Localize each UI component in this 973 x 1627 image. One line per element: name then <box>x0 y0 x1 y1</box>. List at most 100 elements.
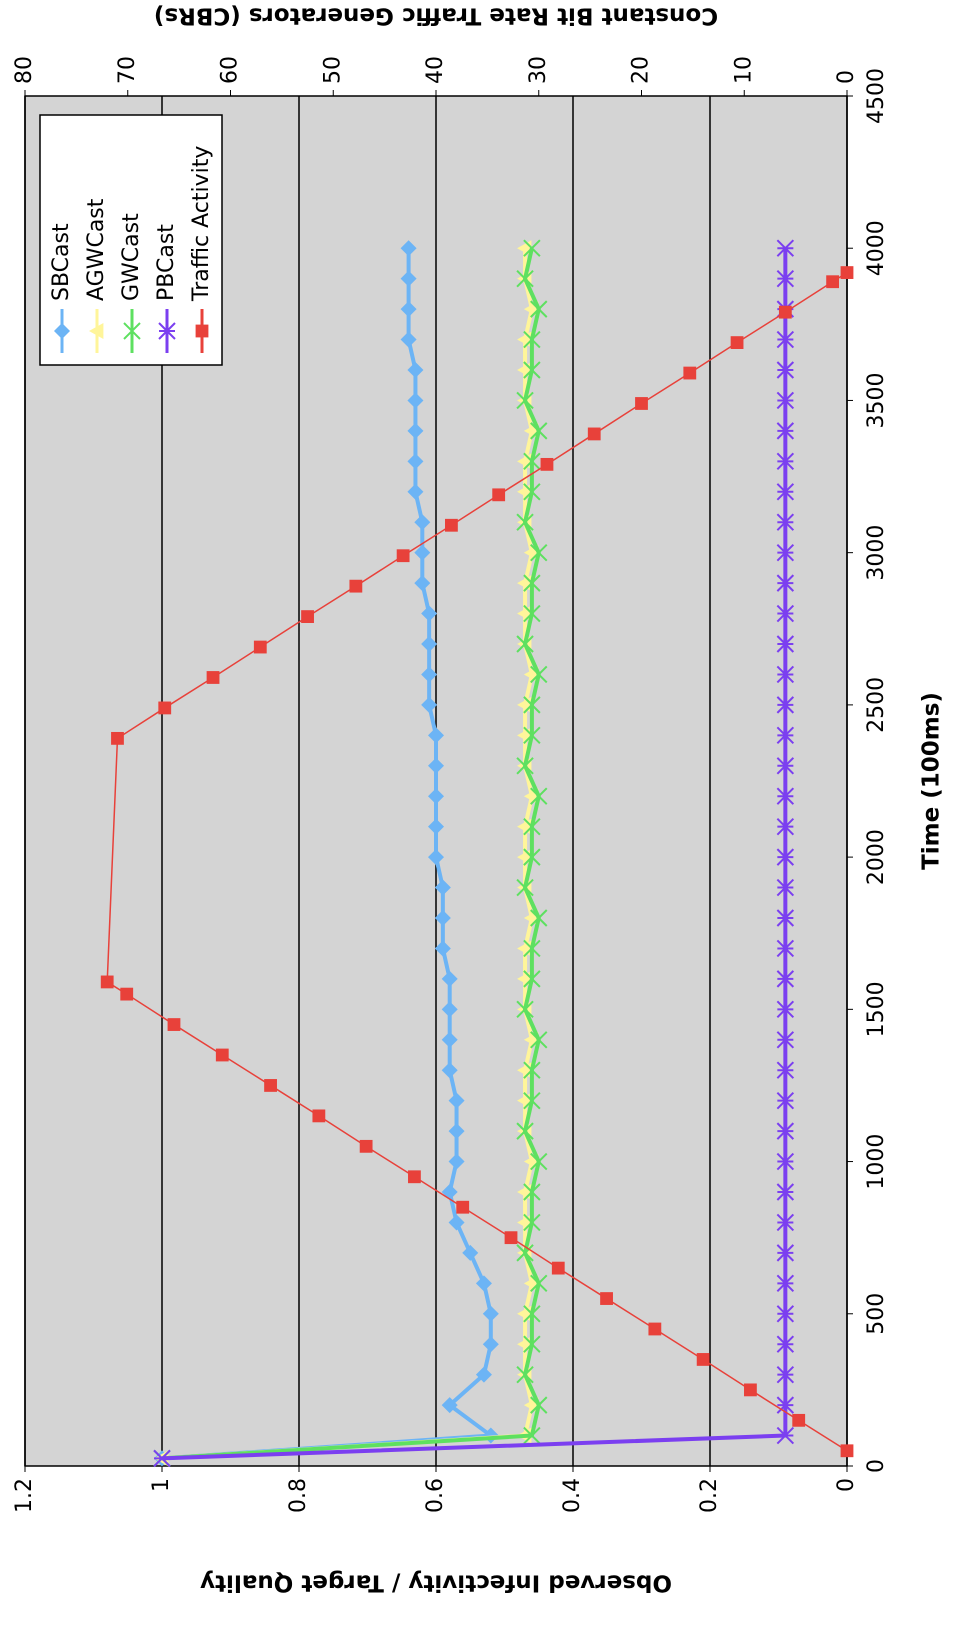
marker <box>776 848 795 866</box>
marker <box>776 1122 795 1140</box>
marker <box>776 543 795 562</box>
marker <box>523 330 541 349</box>
marker <box>111 731 124 745</box>
marker <box>523 1061 541 1079</box>
marker <box>523 1213 541 1232</box>
marker <box>776 422 795 440</box>
marker <box>407 453 424 470</box>
marker <box>400 270 417 287</box>
marker <box>349 579 363 593</box>
marker <box>428 727 444 744</box>
marker <box>516 878 534 897</box>
marker <box>516 391 534 410</box>
marker <box>253 640 267 654</box>
marker <box>696 1353 710 1366</box>
marker <box>167 1018 181 1031</box>
marker <box>434 940 451 957</box>
marker <box>516 513 534 531</box>
marker <box>523 696 541 714</box>
marker <box>475 1275 492 1292</box>
marker <box>441 1397 458 1414</box>
marker <box>120 987 134 1001</box>
marker <box>516 635 534 653</box>
x-tick-label: 500 <box>864 1293 889 1335</box>
y2-tick-label: 0 <box>834 70 859 84</box>
x-tick-label: 1500 <box>864 981 889 1037</box>
marker <box>776 726 795 745</box>
y-tick-label: 0.6 <box>423 1478 448 1513</box>
marker <box>407 392 424 409</box>
marker <box>523 970 541 988</box>
marker <box>421 696 438 713</box>
y2-tick-label: 30 <box>526 56 551 84</box>
marker <box>776 1183 795 1201</box>
marker <box>635 397 648 410</box>
marker <box>89 323 104 339</box>
marker <box>428 757 444 774</box>
marker <box>523 574 541 592</box>
marker <box>523 726 541 745</box>
marker <box>776 361 795 379</box>
marker <box>400 301 417 318</box>
marker <box>516 269 534 288</box>
marker <box>516 1365 534 1384</box>
marker <box>407 483 424 500</box>
marker <box>408 1170 421 1184</box>
marker <box>492 488 506 502</box>
y2-tick-label: 70 <box>115 56 140 84</box>
marker <box>123 322 141 340</box>
marker <box>530 909 548 927</box>
marker <box>448 1123 465 1140</box>
marker <box>551 1261 565 1275</box>
marker <box>840 266 854 279</box>
y2-axis-title: Constant Bit Rate Traffic Generators (CB… <box>154 3 718 29</box>
y-tick-label: 1 <box>149 1478 174 1492</box>
marker <box>523 1183 541 1201</box>
y-tick-label: 0 <box>834 1478 859 1492</box>
marker <box>301 610 314 623</box>
marker <box>523 1305 541 1323</box>
marker <box>540 457 554 471</box>
x-tick-label: 3000 <box>864 525 889 581</box>
marker <box>776 1426 795 1445</box>
marker <box>776 269 795 288</box>
marker <box>792 1413 806 1427</box>
marker <box>776 787 795 805</box>
legend-label: Traffic Activity <box>189 146 214 302</box>
legend-box <box>39 114 223 366</box>
marker <box>516 1000 534 1019</box>
marker <box>456 1200 470 1214</box>
marker <box>776 604 795 623</box>
marker <box>530 1396 548 1414</box>
marker <box>776 1305 795 1323</box>
marker <box>312 1109 326 1123</box>
marker <box>776 1396 795 1414</box>
marker <box>683 366 697 380</box>
marker <box>264 1079 277 1092</box>
marker <box>421 666 438 683</box>
marker <box>776 1335 795 1353</box>
marker <box>776 817 795 836</box>
marker <box>776 1274 795 1293</box>
marker <box>475 1366 492 1383</box>
x-tick-label: 2500 <box>864 677 889 733</box>
y2-tick-label: 50 <box>320 56 345 84</box>
marker <box>776 909 795 927</box>
marker <box>434 879 451 896</box>
marker <box>482 1336 499 1353</box>
y2-tick-label: 40 <box>423 56 448 84</box>
marker <box>428 849 444 866</box>
marker <box>516 1122 534 1140</box>
marker <box>776 970 795 988</box>
marker <box>776 1244 795 1262</box>
marker <box>421 605 438 622</box>
marker <box>530 1152 548 1171</box>
marker <box>441 1031 458 1048</box>
y-tick-label: 0.8 <box>286 1478 311 1513</box>
marker <box>776 665 795 684</box>
rotated-chart: Time (100ms) Observed Infectivity / Targ… <box>12 3 945 1596</box>
marker <box>530 300 548 318</box>
marker <box>523 361 541 379</box>
